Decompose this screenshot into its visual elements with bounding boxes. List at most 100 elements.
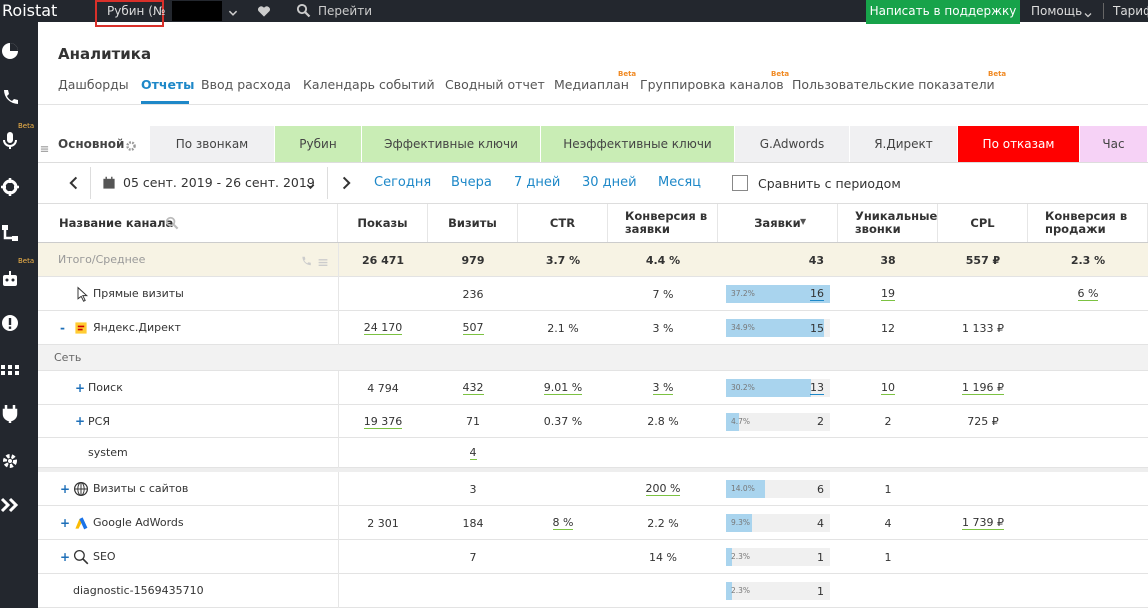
table-row[interactable] — [38, 540, 1148, 574]
cell-value[interactable]: 19 376 — [363, 414, 403, 429]
column-header[interactable]: Конверсия в заявки — [608, 204, 718, 242]
quick-period[interactable]: 7 дней — [514, 175, 561, 190]
segment-tab[interactable]: По звонкам — [150, 126, 275, 162]
expand-toggle[interactable]: + — [60, 516, 71, 530]
project-box[interactable] — [95, 0, 164, 27]
compare-checkbox[interactable] — [732, 175, 748, 191]
cell-value[interactable]: 3 % — [652, 381, 674, 395]
table-row[interactable] — [38, 472, 1148, 506]
sidebar-icon[interactable] — [0, 40, 20, 62]
column-header[interactable]: CPL — [938, 204, 1028, 242]
expand-toggle[interactable]: + — [75, 414, 86, 428]
quick-period[interactable]: Месяц — [658, 175, 702, 190]
sidebar-icon[interactable] — [0, 222, 20, 244]
column-header[interactable]: Название канала — [38, 204, 338, 242]
sidebar-icon[interactable] — [0, 402, 20, 424]
nav-tab[interactable]: Отчеты — [141, 77, 195, 92]
nav-tab[interactable]: Группировка каналов — [640, 77, 784, 92]
cell-value: 26 471 — [361, 253, 405, 267]
expand-toggle[interactable]: - — [60, 321, 65, 335]
nav-tab[interactable]: Медиаплан — [554, 77, 629, 92]
next-arrow[interactable] — [338, 175, 354, 191]
nav-tab[interactable]: Календарь событий — [303, 77, 435, 92]
table-row[interactable] — [38, 574, 1148, 608]
period-range[interactable]: 05 сент. 2019 - 26 сент. 2019 — [123, 175, 315, 190]
segment-tab[interactable]: Час — [1080, 126, 1148, 162]
column-header[interactable]: Конверсия в продажи — [1028, 204, 1148, 242]
cell-value[interactable]: 507 — [462, 321, 484, 335]
nav-tab[interactable]: Дашборды — [58, 77, 129, 92]
quick-period[interactable]: Вчера — [451, 175, 492, 190]
quick-period[interactable]: Сегодня — [374, 175, 432, 190]
project-name[interactable]: Рубин (№ — [107, 4, 166, 18]
cell-value[interactable]: 19 — [881, 287, 895, 301]
cell-value[interactable]: 4 — [469, 446, 477, 460]
nav-tab[interactable]: Пользовательские показатели — [792, 77, 995, 92]
column-header[interactable]: Уникальные звонки — [838, 204, 938, 242]
segment-tab[interactable]: Основной — [38, 126, 150, 162]
sidebar-icon[interactable] — [0, 312, 20, 334]
cell-value[interactable]: 200 % — [645, 482, 681, 496]
segment-tab[interactable]: Я.Директ — [850, 126, 958, 162]
nav-tab[interactable]: Сводный отчет — [445, 77, 545, 92]
active-tab-line — [141, 101, 189, 104]
column-header[interactable]: Заявки — [718, 204, 838, 242]
table-row[interactable] — [38, 277, 1148, 311]
expand-toggle[interactable]: + — [60, 482, 71, 496]
table-row[interactable] — [38, 345, 1148, 371]
segment-tab[interactable]: По отказам — [958, 126, 1080, 162]
period-box[interactable] — [90, 167, 328, 199]
sidebar-icon[interactable] — [0, 494, 20, 516]
tariff-link[interactable]: Тариф — [1113, 4, 1148, 18]
cell-value[interactable]: 8 % — [552, 516, 574, 530]
table-row[interactable] — [38, 438, 1148, 468]
expand-toggle[interactable]: + — [75, 381, 86, 395]
segment-tab[interactable]: G.Adwords — [735, 126, 850, 162]
table-row[interactable] — [38, 405, 1148, 438]
nav-tab[interactable]: Ввод расхода — [201, 77, 292, 92]
cell-value: 38 — [880, 253, 896, 267]
support-button[interactable]: Написать в поддержку — [866, 0, 1020, 24]
channel-name: Поиск — [88, 381, 123, 394]
table-row[interactable] — [38, 506, 1148, 540]
segment-tab[interactable]: Неэффективные ключи — [541, 126, 735, 162]
cell-value[interactable]: 13 — [810, 381, 824, 395]
cell-value[interactable]: 1 739 ₽ — [962, 516, 1004, 530]
expand-toggle[interactable]: + — [60, 550, 71, 564]
segment-tab[interactable]: Эффективные ключи — [362, 126, 541, 162]
cell-value: 725 ₽ — [967, 415, 999, 428]
help-menu[interactable]: Помощь — [1031, 4, 1083, 18]
cell-value[interactable]: 16 — [810, 287, 824, 301]
sidebar-icon[interactable] — [0, 129, 20, 151]
table-row[interactable] — [38, 243, 1148, 277]
sidebar-icon[interactable] — [0, 86, 20, 108]
table-cell: 1 — [838, 540, 938, 574]
search-link[interactable]: Перейти — [318, 4, 372, 18]
cell-value[interactable]: 24 170 — [363, 321, 403, 335]
sidebar-icon[interactable] — [0, 450, 20, 472]
table-cell: 3 % — [608, 311, 718, 345]
sidebar-icon[interactable] — [0, 268, 20, 290]
quick-period[interactable]: 30 дней — [582, 175, 637, 190]
table-cell: 9.01 % — [518, 371, 608, 405]
cell-value[interactable]: 6 % — [1077, 287, 1099, 301]
cell-value: 2 — [884, 415, 892, 428]
cell-value[interactable]: 432 — [462, 381, 484, 395]
table-row[interactable] — [38, 311, 1148, 345]
column-divider — [338, 243, 339, 277]
column-header[interactable]: Показы — [338, 204, 428, 242]
column-header[interactable]: CTR — [518, 204, 608, 242]
segment-tab[interactable]: Рубин — [275, 126, 362, 162]
calendar-icon — [102, 175, 116, 189]
cell-value[interactable]: 9.01 % — [543, 381, 583, 395]
bar-fill — [726, 412, 740, 431]
sidebar-icon[interactable] — [0, 176, 20, 198]
cell-value[interactable]: 1 196 ₽ — [962, 381, 1004, 395]
column-header[interactable]: Визиты — [428, 204, 518, 242]
compare-label[interactable]: Сравнить с периодом — [758, 176, 901, 191]
sidebar-icon[interactable] — [0, 358, 20, 380]
cell-value[interactable]: 10 — [881, 381, 895, 395]
table-row[interactable] — [38, 371, 1148, 405]
prev-arrow[interactable] — [66, 175, 82, 191]
cell-value: 236 — [462, 287, 484, 301]
